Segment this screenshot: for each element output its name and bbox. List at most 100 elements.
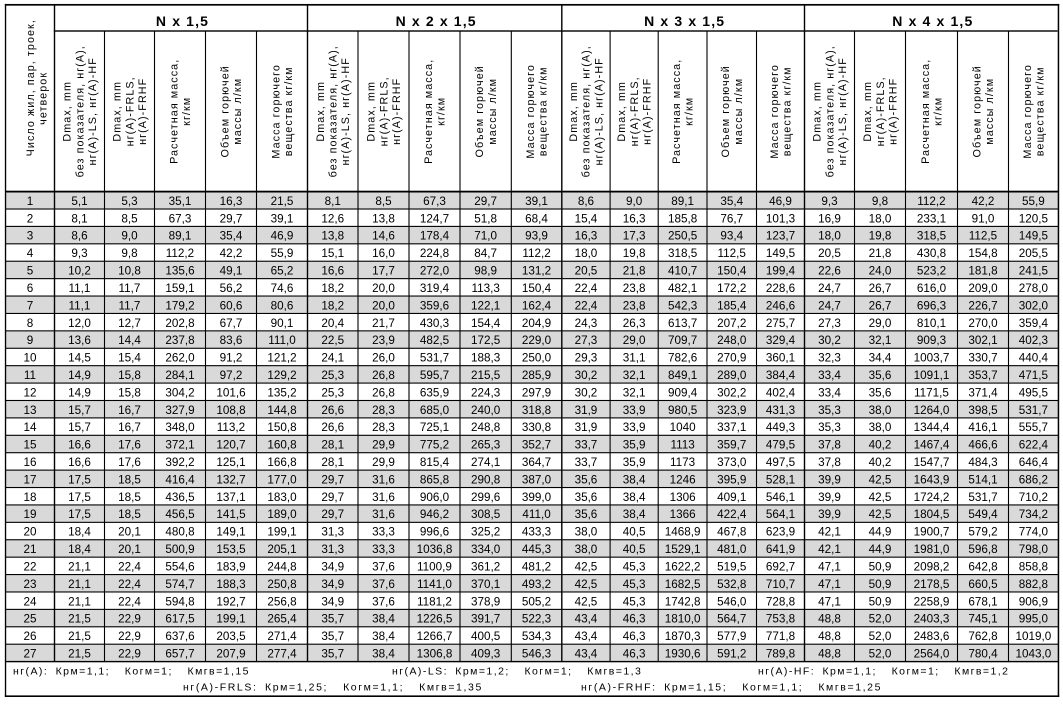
svg-text:542,3: 542,3 <box>668 299 697 312</box>
svg-text:137,1: 137,1 <box>216 491 245 504</box>
svg-text:28,1: 28,1 <box>321 456 344 469</box>
svg-text:27,3: 27,3 <box>575 334 598 347</box>
svg-text:30,2: 30,2 <box>818 334 841 347</box>
svg-text:30,2: 30,2 <box>575 386 598 399</box>
svg-text:391,7: 391,7 <box>471 613 500 626</box>
svg-text:352,7: 352,7 <box>522 439 551 452</box>
svg-text:42,5: 42,5 <box>869 508 892 521</box>
svg-text:22,4: 22,4 <box>118 578 141 591</box>
svg-text:1040: 1040 <box>670 421 697 434</box>
svg-text:284,1: 284,1 <box>165 369 194 382</box>
svg-text:285,9: 285,9 <box>522 369 551 382</box>
svg-text:149,1: 149,1 <box>216 526 245 539</box>
svg-text:849,1: 849,1 <box>668 369 697 382</box>
svg-text:19,8: 19,8 <box>869 230 892 243</box>
svg-text:909,4: 909,4 <box>668 386 698 399</box>
svg-text:35,6: 35,6 <box>575 473 598 486</box>
svg-text:166,8: 166,8 <box>267 456 296 469</box>
svg-text:660,5: 660,5 <box>968 578 998 591</box>
svg-text:1344,4: 1344,4 <box>914 421 950 434</box>
svg-text:37,6: 37,6 <box>372 595 395 608</box>
svg-text:906,0: 906,0 <box>420 491 450 504</box>
svg-text:546,3: 546,3 <box>522 648 551 661</box>
svg-text:277,4: 277,4 <box>267 648 297 661</box>
svg-text:89,1: 89,1 <box>671 195 694 208</box>
svg-text:199,1: 199,1 <box>216 613 245 626</box>
svg-text:13,6: 13,6 <box>68 334 91 347</box>
svg-text:42,2: 42,2 <box>220 247 243 260</box>
svg-text:без показателя, нг(А),: без показателя, нг(А), <box>581 45 593 177</box>
svg-text:270,9: 270,9 <box>717 352 746 365</box>
svg-text:29,9: 29,9 <box>372 439 395 452</box>
svg-text:46,3: 46,3 <box>623 613 646 626</box>
svg-text:27,3: 27,3 <box>818 317 841 330</box>
svg-text:2483,6: 2483,6 <box>914 630 950 643</box>
svg-text:43,4: 43,4 <box>575 613 598 626</box>
svg-text:1036,8: 1036,8 <box>417 543 453 556</box>
svg-text:26,0: 26,0 <box>372 352 395 365</box>
svg-text:302,1: 302,1 <box>968 334 997 347</box>
svg-text:8,5: 8,5 <box>121 212 138 225</box>
svg-text:нг(А)-FRLS,: нг(А)-FRLS, <box>378 76 390 146</box>
svg-text:20,5: 20,5 <box>575 265 598 278</box>
svg-text:91,0: 91,0 <box>972 212 995 225</box>
svg-text:массы л/км: массы л/км <box>984 78 996 145</box>
svg-text:Dmax, mm: Dmax, mm <box>112 81 124 142</box>
svg-text:33,7: 33,7 <box>575 456 598 469</box>
svg-text:810,1: 810,1 <box>917 317 946 330</box>
svg-text:348,0: 348,0 <box>165 421 195 434</box>
svg-text:21,7: 21,7 <box>372 317 395 330</box>
svg-text:84,7: 84,7 <box>474 247 497 260</box>
svg-text:22,9: 22,9 <box>118 630 141 643</box>
svg-text:215,5: 215,5 <box>471 369 501 382</box>
svg-text:481,0: 481,0 <box>717 543 747 556</box>
svg-text:38,0: 38,0 <box>869 421 892 434</box>
svg-text:67,3: 67,3 <box>169 212 192 225</box>
svg-text:31,3: 31,3 <box>321 526 344 539</box>
svg-text:14,9: 14,9 <box>68 369 91 382</box>
svg-text:31,6: 31,6 <box>372 508 395 521</box>
svg-text:18,5: 18,5 <box>118 508 141 521</box>
svg-text:120,5: 120,5 <box>1019 212 1049 225</box>
svg-text:1900,7: 1900,7 <box>914 526 950 539</box>
svg-text:635,9: 635,9 <box>420 386 449 399</box>
svg-text:76,7: 76,7 <box>720 212 743 225</box>
svg-text:Масса горючего: Масса горючего <box>769 64 781 159</box>
svg-text:466,6: 466,6 <box>968 439 997 452</box>
svg-text:546,1: 546,1 <box>766 491 795 504</box>
svg-text:10,8: 10,8 <box>118 265 141 278</box>
svg-text:275,7: 275,7 <box>766 317 795 330</box>
svg-text:Объем горючей: Объем горючей <box>474 65 486 157</box>
svg-text:308,5: 308,5 <box>471 508 501 521</box>
svg-text:906,9: 906,9 <box>1019 595 1048 608</box>
svg-text:44,9: 44,9 <box>869 543 892 556</box>
svg-text:22,4: 22,4 <box>118 595 141 608</box>
svg-text:34,9: 34,9 <box>321 560 344 573</box>
svg-text:9,0: 9,0 <box>121 230 138 243</box>
svg-text:172,2: 172,2 <box>717 282 746 295</box>
svg-text:Расчетная масса,: Расчетная масса, <box>671 59 683 164</box>
svg-text:кг/км: кг/км <box>684 97 696 126</box>
svg-text:484,3: 484,3 <box>968 456 997 469</box>
svg-text:33,7: 33,7 <box>575 439 598 452</box>
svg-text:48,8: 48,8 <box>818 648 841 661</box>
svg-text:71,0: 71,0 <box>474 230 497 243</box>
svg-text:188,3: 188,3 <box>471 352 500 365</box>
svg-text:11,1: 11,1 <box>69 282 91 295</box>
svg-text:26,7: 26,7 <box>869 282 892 295</box>
svg-text:Расчетная масса,: Расчетная масса, <box>168 59 180 164</box>
svg-text:710,7: 710,7 <box>766 578 795 591</box>
svg-text:549,4: 549,4 <box>968 508 998 521</box>
svg-text:400,5: 400,5 <box>471 630 501 643</box>
svg-text:124,7: 124,7 <box>420 212 449 225</box>
svg-text:8,6: 8,6 <box>71 230 87 243</box>
svg-text:154,4: 154,4 <box>471 317 501 330</box>
svg-text:337,1: 337,1 <box>717 421 746 434</box>
svg-text:519,5: 519,5 <box>717 560 747 573</box>
svg-text:18,2: 18,2 <box>321 299 344 312</box>
svg-text:33,9: 33,9 <box>623 421 646 434</box>
svg-text:кг/км: кг/км <box>436 97 448 126</box>
svg-text:456,5: 456,5 <box>165 508 195 521</box>
svg-text:нг(А)-LS, нг(А)-HF: нг(А)-LS, нг(А)-HF <box>837 57 849 165</box>
svg-text:кг/км: кг/км <box>933 97 945 126</box>
